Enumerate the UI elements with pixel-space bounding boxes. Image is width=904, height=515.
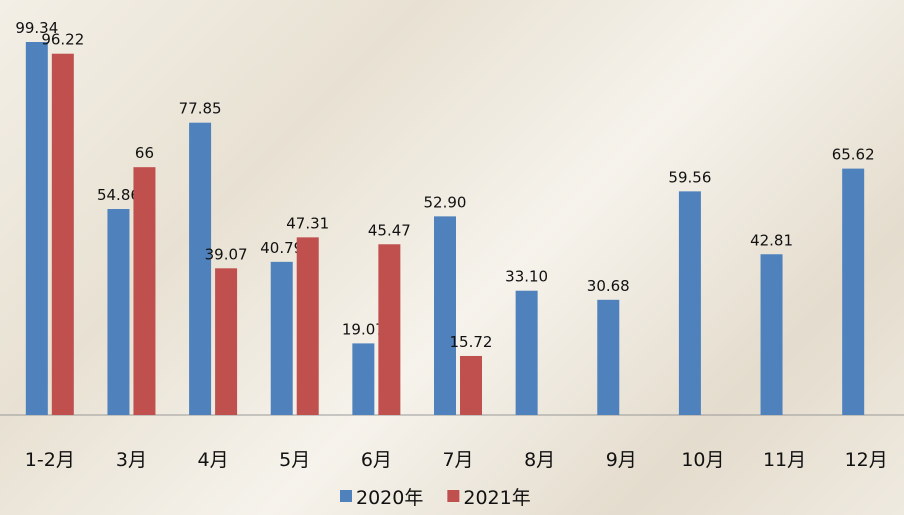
bar xyxy=(761,254,783,415)
bar xyxy=(189,123,211,415)
bar xyxy=(26,42,48,415)
x-tick-label: 9月 xyxy=(606,449,637,471)
x-tick-label: 12月 xyxy=(845,449,888,471)
bar xyxy=(378,244,400,415)
value-label: 65.62 xyxy=(832,146,875,164)
bar xyxy=(271,262,293,415)
value-label: 77.85 xyxy=(179,100,222,118)
chart: 1-2月99.3496.223月54.86664月77.8539.075月40.… xyxy=(0,0,904,515)
x-tick-label: 7月 xyxy=(442,449,473,471)
legend-label: 2020年 xyxy=(356,487,423,509)
value-label: 59.56 xyxy=(668,168,711,186)
x-tick-label: 4月 xyxy=(198,449,229,471)
bar xyxy=(597,300,619,415)
bar xyxy=(107,209,129,415)
legend-swatch xyxy=(447,490,459,502)
chart-container: 1-2月99.3496.223月54.86664月77.8539.075月40.… xyxy=(0,0,904,515)
bar xyxy=(460,356,482,415)
bar xyxy=(297,237,319,415)
x-tick-label: 6月 xyxy=(361,449,392,471)
bar xyxy=(516,291,538,415)
bar xyxy=(679,191,701,415)
bar xyxy=(133,167,155,415)
x-tick-label: 10月 xyxy=(681,449,724,471)
bar xyxy=(842,169,864,415)
x-tick-label: 8月 xyxy=(524,449,555,471)
value-label: 30.68 xyxy=(587,277,630,295)
value-label: 96.22 xyxy=(41,31,84,49)
value-label: 39.07 xyxy=(205,245,248,263)
value-label: 15.72 xyxy=(450,333,493,351)
legend-swatch xyxy=(340,490,352,502)
bar xyxy=(215,268,237,415)
value-label: 42.81 xyxy=(750,231,793,249)
legend-label: 2021年 xyxy=(463,487,530,509)
value-label: 33.10 xyxy=(505,268,548,286)
value-label: 52.90 xyxy=(424,193,467,211)
bar xyxy=(52,54,74,415)
x-tick-label: 11月 xyxy=(763,449,806,471)
bar xyxy=(434,216,456,415)
bar xyxy=(352,343,374,415)
value-label: 47.31 xyxy=(286,214,329,232)
x-tick-label: 3月 xyxy=(116,449,147,471)
x-tick-label: 1-2月 xyxy=(25,449,75,471)
value-label: 45.47 xyxy=(368,221,411,239)
x-tick-label: 5月 xyxy=(279,449,310,471)
value-label: 66 xyxy=(135,144,154,162)
